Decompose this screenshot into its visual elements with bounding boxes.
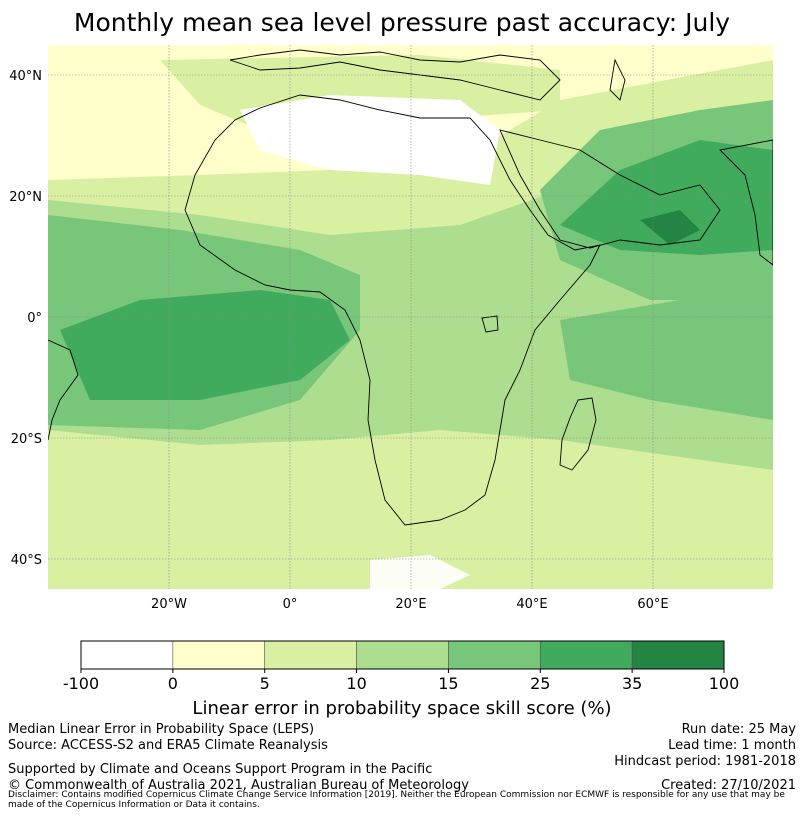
lon-tick-label: 60°E (637, 597, 668, 612)
lat-tick-label: 20°N (9, 190, 42, 205)
arabia-coastline (499, 129, 721, 249)
colorbar-swatch (539, 640, 633, 670)
colorbar-tick-label: 5 (260, 674, 270, 690)
lake-victoria (481, 315, 499, 333)
india-coastline (719, 139, 773, 266)
colorbar-tick-label: 15 (438, 674, 458, 690)
skill-score-map: 40°N 20°N 0° 20°S 40°S 20°W 0° 20°E 40°E 60°E -1… (9, 45, 773, 690)
lon-tick-label: 40°E (516, 597, 547, 612)
colorbar-tick-label: 100 (709, 674, 740, 690)
footer-support: Supported by Climate and Oceans Support … (8, 762, 433, 777)
footer-copyright: © Commonwealth of Australia 2021, Austra… (8, 778, 469, 793)
skill-region-25-35-arabia (560, 140, 773, 255)
gridlines (48, 45, 773, 589)
lon-tick-label: 0° (283, 597, 298, 612)
footer-right: Run date: 25 May Lead time: 1 month Hind… (614, 722, 796, 794)
colorbar-tick-label: 10 (346, 674, 366, 690)
latitude-labels: 40°N 20°N 0° 20°S 40°S (9, 69, 42, 568)
coastlines (48, 49, 773, 526)
colorbar-swatch (172, 640, 266, 670)
colorbar: -100 0 5 10 15 25 35 100 (63, 640, 740, 690)
footer-source: Source: ACCESS-S2 and ERA5 Climate Reana… (8, 738, 328, 753)
south-america-coastline (48, 339, 79, 441)
lat-tick-label: 20°S (11, 432, 42, 447)
madagascar-coastline (559, 397, 597, 471)
disclaimer: Disclaimer: Contains modified Copernicus… (8, 790, 785, 810)
colorbar-label: Linear error in probability space skill … (192, 698, 612, 719)
africa-coastline (184, 94, 601, 526)
footer-created: Created: 27/10/2021 (661, 778, 796, 793)
colorbar-tick-label: 0 (168, 674, 178, 690)
lat-tick-label: 0° (27, 311, 42, 326)
lon-tick-label: 20°W (151, 597, 187, 612)
colorbar-outline (80, 640, 725, 670)
footer-left: Median Linear Error in Probability Space… (8, 722, 469, 794)
skill-region-below-0-south (370, 555, 470, 589)
skill-field (48, 55, 773, 589)
colorbar-swatch (356, 640, 449, 670)
lat-tick-label: 40°N (9, 69, 42, 84)
colorbar-tick-label: 35 (622, 674, 642, 690)
footer-method: Median Linear Error in Probability Space… (8, 722, 315, 737)
skill-region-35-100 (640, 210, 700, 245)
europe-coastline (229, 49, 561, 101)
colorbar-swatch (448, 640, 541, 670)
caspian-coastline (609, 58, 626, 101)
footer-lead-time: Lead time: 1 month (668, 738, 796, 753)
skill-region-15-25-indian (560, 300, 773, 420)
colorbar-tick-label: -100 (63, 674, 99, 690)
map-title: Monthly mean sea level pressure past acc… (73, 8, 731, 37)
colorbar-swatch (631, 640, 725, 670)
footer-run-date: Run date: 25 May (681, 722, 796, 737)
skill-region-below-0-sahara (240, 95, 500, 185)
lat-tick-label: 40°S (11, 553, 42, 568)
footer-hindcast: Hindcast period: 1981-2018 (614, 754, 796, 769)
colorbar-tick-label: 25 (530, 674, 550, 690)
colorbar-swatch (80, 640, 174, 670)
lon-tick-label: 20°E (395, 597, 426, 612)
longitude-labels: 20°W 0° 20°E 40°E 60°E (151, 597, 669, 612)
skill-region-25-35-atlantic (60, 290, 350, 400)
colorbar-swatch (264, 640, 357, 670)
